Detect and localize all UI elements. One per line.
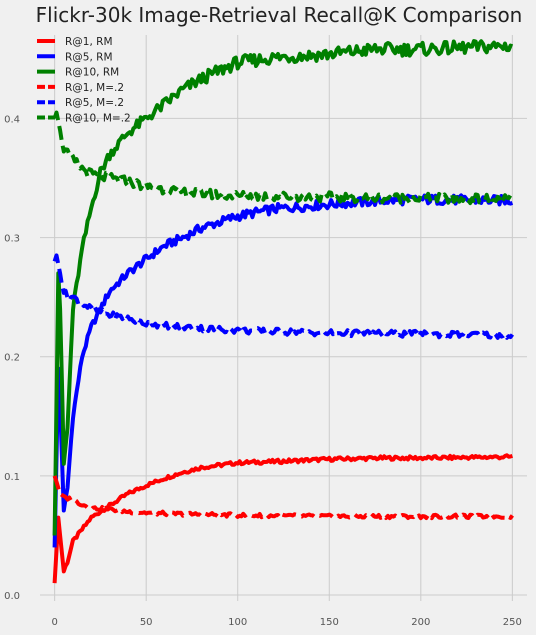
x-tick-label-2: 100 xyxy=(228,617,247,628)
legend: R@1, RM R@5, RM R@10, RM R@1, M=.2 R@5, M=.2… xyxy=(37,36,131,125)
series-line-3 xyxy=(52,475,514,521)
series-line-5 xyxy=(52,110,514,206)
tick-labels: 0 50 100 150 200 250 0.0 0.1 0.2 0.3 0.4 xyxy=(4,114,522,628)
x-tick-label-3: 150 xyxy=(320,617,339,628)
y-tick-label-4: 0.4 xyxy=(4,114,20,125)
x-tick-label-4: 200 xyxy=(411,617,430,628)
y-tick-label-3: 0.3 xyxy=(4,234,20,245)
series-lines xyxy=(52,39,515,584)
x-tick-label-1: 50 xyxy=(140,617,153,628)
legend-label-4: R@5, M=.2 xyxy=(65,97,124,109)
chart-title: Flickr-30k Image-Retrieval Recall@K Comp… xyxy=(36,3,523,27)
legend-label-0: R@1, RM xyxy=(65,36,113,48)
grid xyxy=(40,35,527,601)
y-tick-label-0: 0.0 xyxy=(4,591,20,602)
legend-label-3: R@1, M=.2 xyxy=(65,82,124,94)
series-line-4 xyxy=(52,253,515,340)
x-tick-label-5: 250 xyxy=(503,617,522,628)
series-line-2 xyxy=(52,39,514,536)
y-tick-label-2: 0.2 xyxy=(4,353,20,364)
x-tick-label-0: 0 xyxy=(51,617,57,628)
y-tick-label-1: 0.1 xyxy=(4,472,20,483)
series-line-0 xyxy=(52,453,514,584)
legend-label-2: R@10, RM xyxy=(65,67,119,79)
legend-label-1: R@5, RM xyxy=(65,51,113,63)
legend-label-5: R@10, M=.2 xyxy=(65,113,131,125)
